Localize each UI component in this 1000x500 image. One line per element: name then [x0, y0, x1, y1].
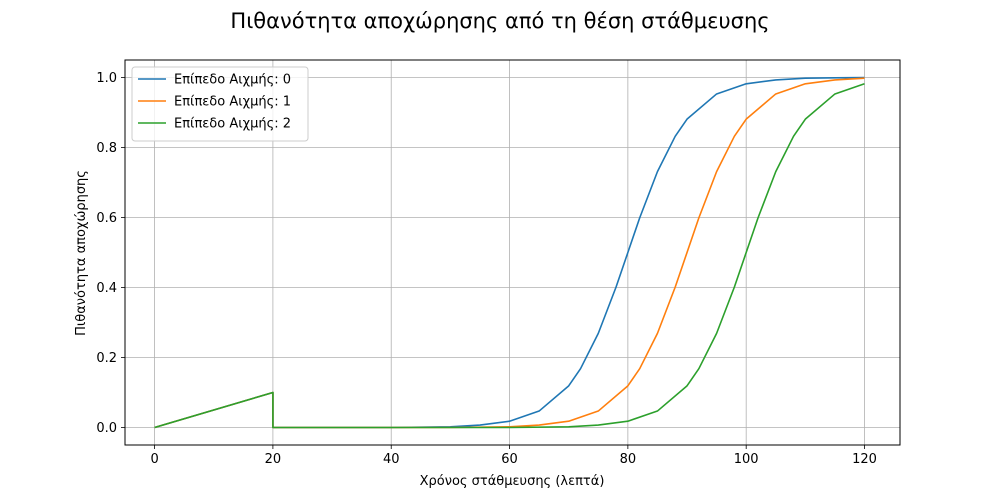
y-tick-label: 0.2	[96, 351, 117, 366]
ticks: 0 20 40 60 80 100 120 0.0 0.2 0.4 0.6 0.8 1.0	[96, 71, 877, 467]
x-axis-label: Χρόνος στάθμευσης (λεπτά)	[420, 474, 605, 489]
x-tick-label: 40	[383, 452, 400, 467]
legend: Επίπεδο Αιχμής: 0 Επίπεδο Αιχμής: 1 Επίπεδ…	[131, 66, 309, 142]
y-tick-label: 0.8	[96, 141, 117, 156]
legend-box	[131, 66, 309, 142]
chart-title: Πιθανότητα αποχώρησης από τη θέση στάθμε…	[230, 9, 769, 33]
y-tick-label: 1.0	[96, 71, 117, 86]
legend-label-1: Επίπεδο Αιχμής: 1	[174, 95, 291, 110]
legend-label-0: Επίπεδο Αιχμής: 0	[174, 73, 291, 88]
axes-frame	[124, 59, 901, 446]
y-tick-label: 0.4	[96, 281, 117, 296]
x-tick-label: 60	[501, 452, 518, 467]
x-tick-label: 0	[150, 452, 158, 467]
series-lines	[154, 76, 865, 429]
x-tick-label: 20	[265, 452, 282, 467]
y-tick-label: 0.6	[96, 211, 117, 226]
series-line-2	[154, 83, 865, 429]
legend-label-2: Επίπεδο Αιχμής: 2	[174, 117, 291, 132]
y-tick-label: 0.0	[96, 421, 117, 436]
x-tick-label: 80	[620, 452, 637, 467]
y-axis-label: Πιθανότητα αποχώρησης	[74, 170, 89, 336]
x-tick-label: 100	[734, 452, 759, 467]
x-tick-label: 120	[852, 452, 877, 467]
